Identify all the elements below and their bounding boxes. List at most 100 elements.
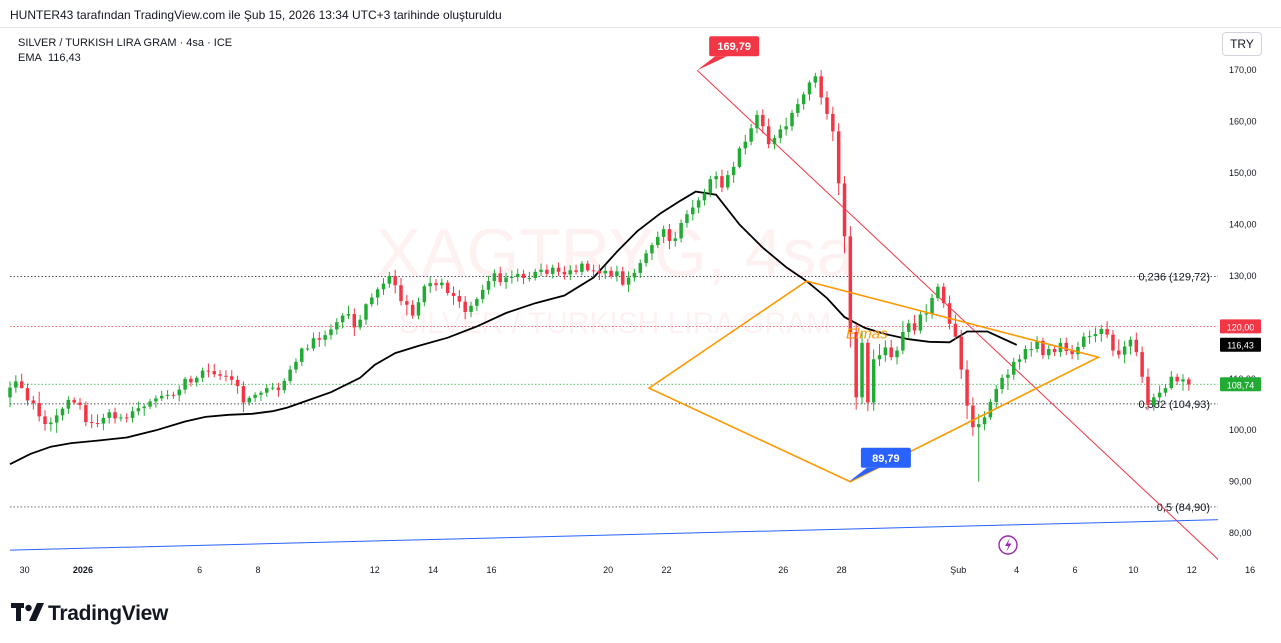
candle-body xyxy=(300,348,304,362)
candle xyxy=(370,293,374,307)
candle-body xyxy=(1140,352,1144,377)
candle xyxy=(580,261,584,276)
candle-body xyxy=(486,281,491,290)
candle xyxy=(1064,337,1069,356)
price-chart[interactable]: XAGTRYG, 4sa SILVER / TURKISH LIRA GRAM … xyxy=(0,28,1281,583)
y-tick-label-0: 170,00 xyxy=(1229,65,1257,75)
candle xyxy=(1169,371,1174,390)
candle-body xyxy=(1041,340,1045,356)
candle-body xyxy=(731,166,736,176)
alert-icon[interactable] xyxy=(998,535,1018,555)
candle-body xyxy=(807,82,812,95)
candle xyxy=(720,169,724,193)
candle-body xyxy=(819,76,823,98)
candle-body xyxy=(854,332,858,398)
diamond-pattern[interactable]: Elmas xyxy=(647,280,1101,483)
candle xyxy=(498,266,502,286)
candle xyxy=(136,401,141,416)
candle-body xyxy=(165,394,170,396)
candle-body xyxy=(550,267,555,274)
candle-body xyxy=(912,323,917,331)
legend-symbol[interactable]: SILVER / TURKISH LIRA GRAM · 4sa · ICE xyxy=(18,37,233,49)
callout-label: 169,79 xyxy=(717,41,751,53)
fib-label-0: 0,236 (129,72) xyxy=(1138,271,1210,283)
candle-body xyxy=(941,286,946,304)
candle-body xyxy=(25,388,30,401)
candle xyxy=(282,378,287,394)
price-tag-bg-1 xyxy=(1220,337,1261,352)
candle xyxy=(1006,369,1010,391)
candle-body xyxy=(772,138,777,145)
candle xyxy=(819,70,823,105)
candle-body xyxy=(352,314,357,328)
candle-body xyxy=(60,408,65,416)
candle xyxy=(784,117,788,136)
candle xyxy=(189,375,193,387)
candle xyxy=(883,340,888,362)
candle-body xyxy=(200,370,205,378)
candle xyxy=(901,321,905,355)
candle-body xyxy=(936,286,940,299)
candle xyxy=(294,358,298,374)
candle xyxy=(796,98,800,117)
candle xyxy=(451,286,456,305)
candle xyxy=(1111,329,1115,357)
candle xyxy=(801,91,806,110)
candle-body xyxy=(720,176,724,188)
x-tick-label-8: 22 xyxy=(662,565,672,575)
candle-body xyxy=(136,408,141,412)
candle-body xyxy=(218,374,222,376)
candle xyxy=(1017,354,1022,370)
candle-body xyxy=(294,361,298,370)
time-axis[interactable]: 3020266812141620222628Şub46101216182024 xyxy=(0,565,1281,583)
candle xyxy=(585,260,590,272)
candle xyxy=(959,329,963,379)
candle-body xyxy=(323,335,327,340)
watermark: XAGTRYG, 4sa SILVER / TURKISH LIRA GRAM xyxy=(376,215,855,340)
candle-body xyxy=(1111,334,1115,351)
candle-body xyxy=(148,401,152,407)
candle-body xyxy=(405,301,409,305)
candle xyxy=(790,109,794,131)
candle-body xyxy=(305,348,310,350)
candle xyxy=(165,390,170,400)
candle xyxy=(241,381,246,413)
candle xyxy=(428,276,432,293)
candle-body xyxy=(947,303,952,324)
candle-body xyxy=(183,378,187,390)
candle xyxy=(1117,339,1121,359)
candle xyxy=(66,396,71,414)
candle xyxy=(656,231,660,249)
candle-body xyxy=(556,267,561,272)
price-axis[interactable]: 170,00160,00150,00140,00130,00110,00100,… xyxy=(1218,28,1281,583)
candle xyxy=(54,408,59,433)
candle-body xyxy=(1011,361,1016,375)
candle-body xyxy=(521,273,526,279)
candle-body xyxy=(976,424,981,428)
candle-body xyxy=(276,387,281,391)
legend-ema[interactable]: EMA 116,43 xyxy=(18,51,232,66)
candle-body xyxy=(89,422,94,424)
candle xyxy=(755,110,759,134)
footer: TradingView xyxy=(0,583,1281,643)
candle-body xyxy=(1181,379,1185,382)
blue-trendline xyxy=(9,518,1236,551)
candle xyxy=(1128,336,1133,355)
candle-body xyxy=(428,283,432,287)
candle xyxy=(235,375,240,394)
candle xyxy=(533,268,537,281)
candle-body xyxy=(871,359,876,403)
currency-button[interactable]: TRY xyxy=(1222,32,1262,56)
candle xyxy=(130,406,135,423)
candle-body xyxy=(1187,379,1191,385)
candle-body xyxy=(813,76,818,83)
x-tick-label-13: 6 xyxy=(1073,565,1078,575)
candle-body xyxy=(930,298,934,314)
candle xyxy=(393,269,397,294)
candle xyxy=(340,312,345,329)
candle-body xyxy=(510,276,514,278)
candle-body xyxy=(492,273,497,282)
candle-body xyxy=(235,379,240,387)
callout-box xyxy=(709,36,760,57)
candle-body xyxy=(463,301,467,312)
